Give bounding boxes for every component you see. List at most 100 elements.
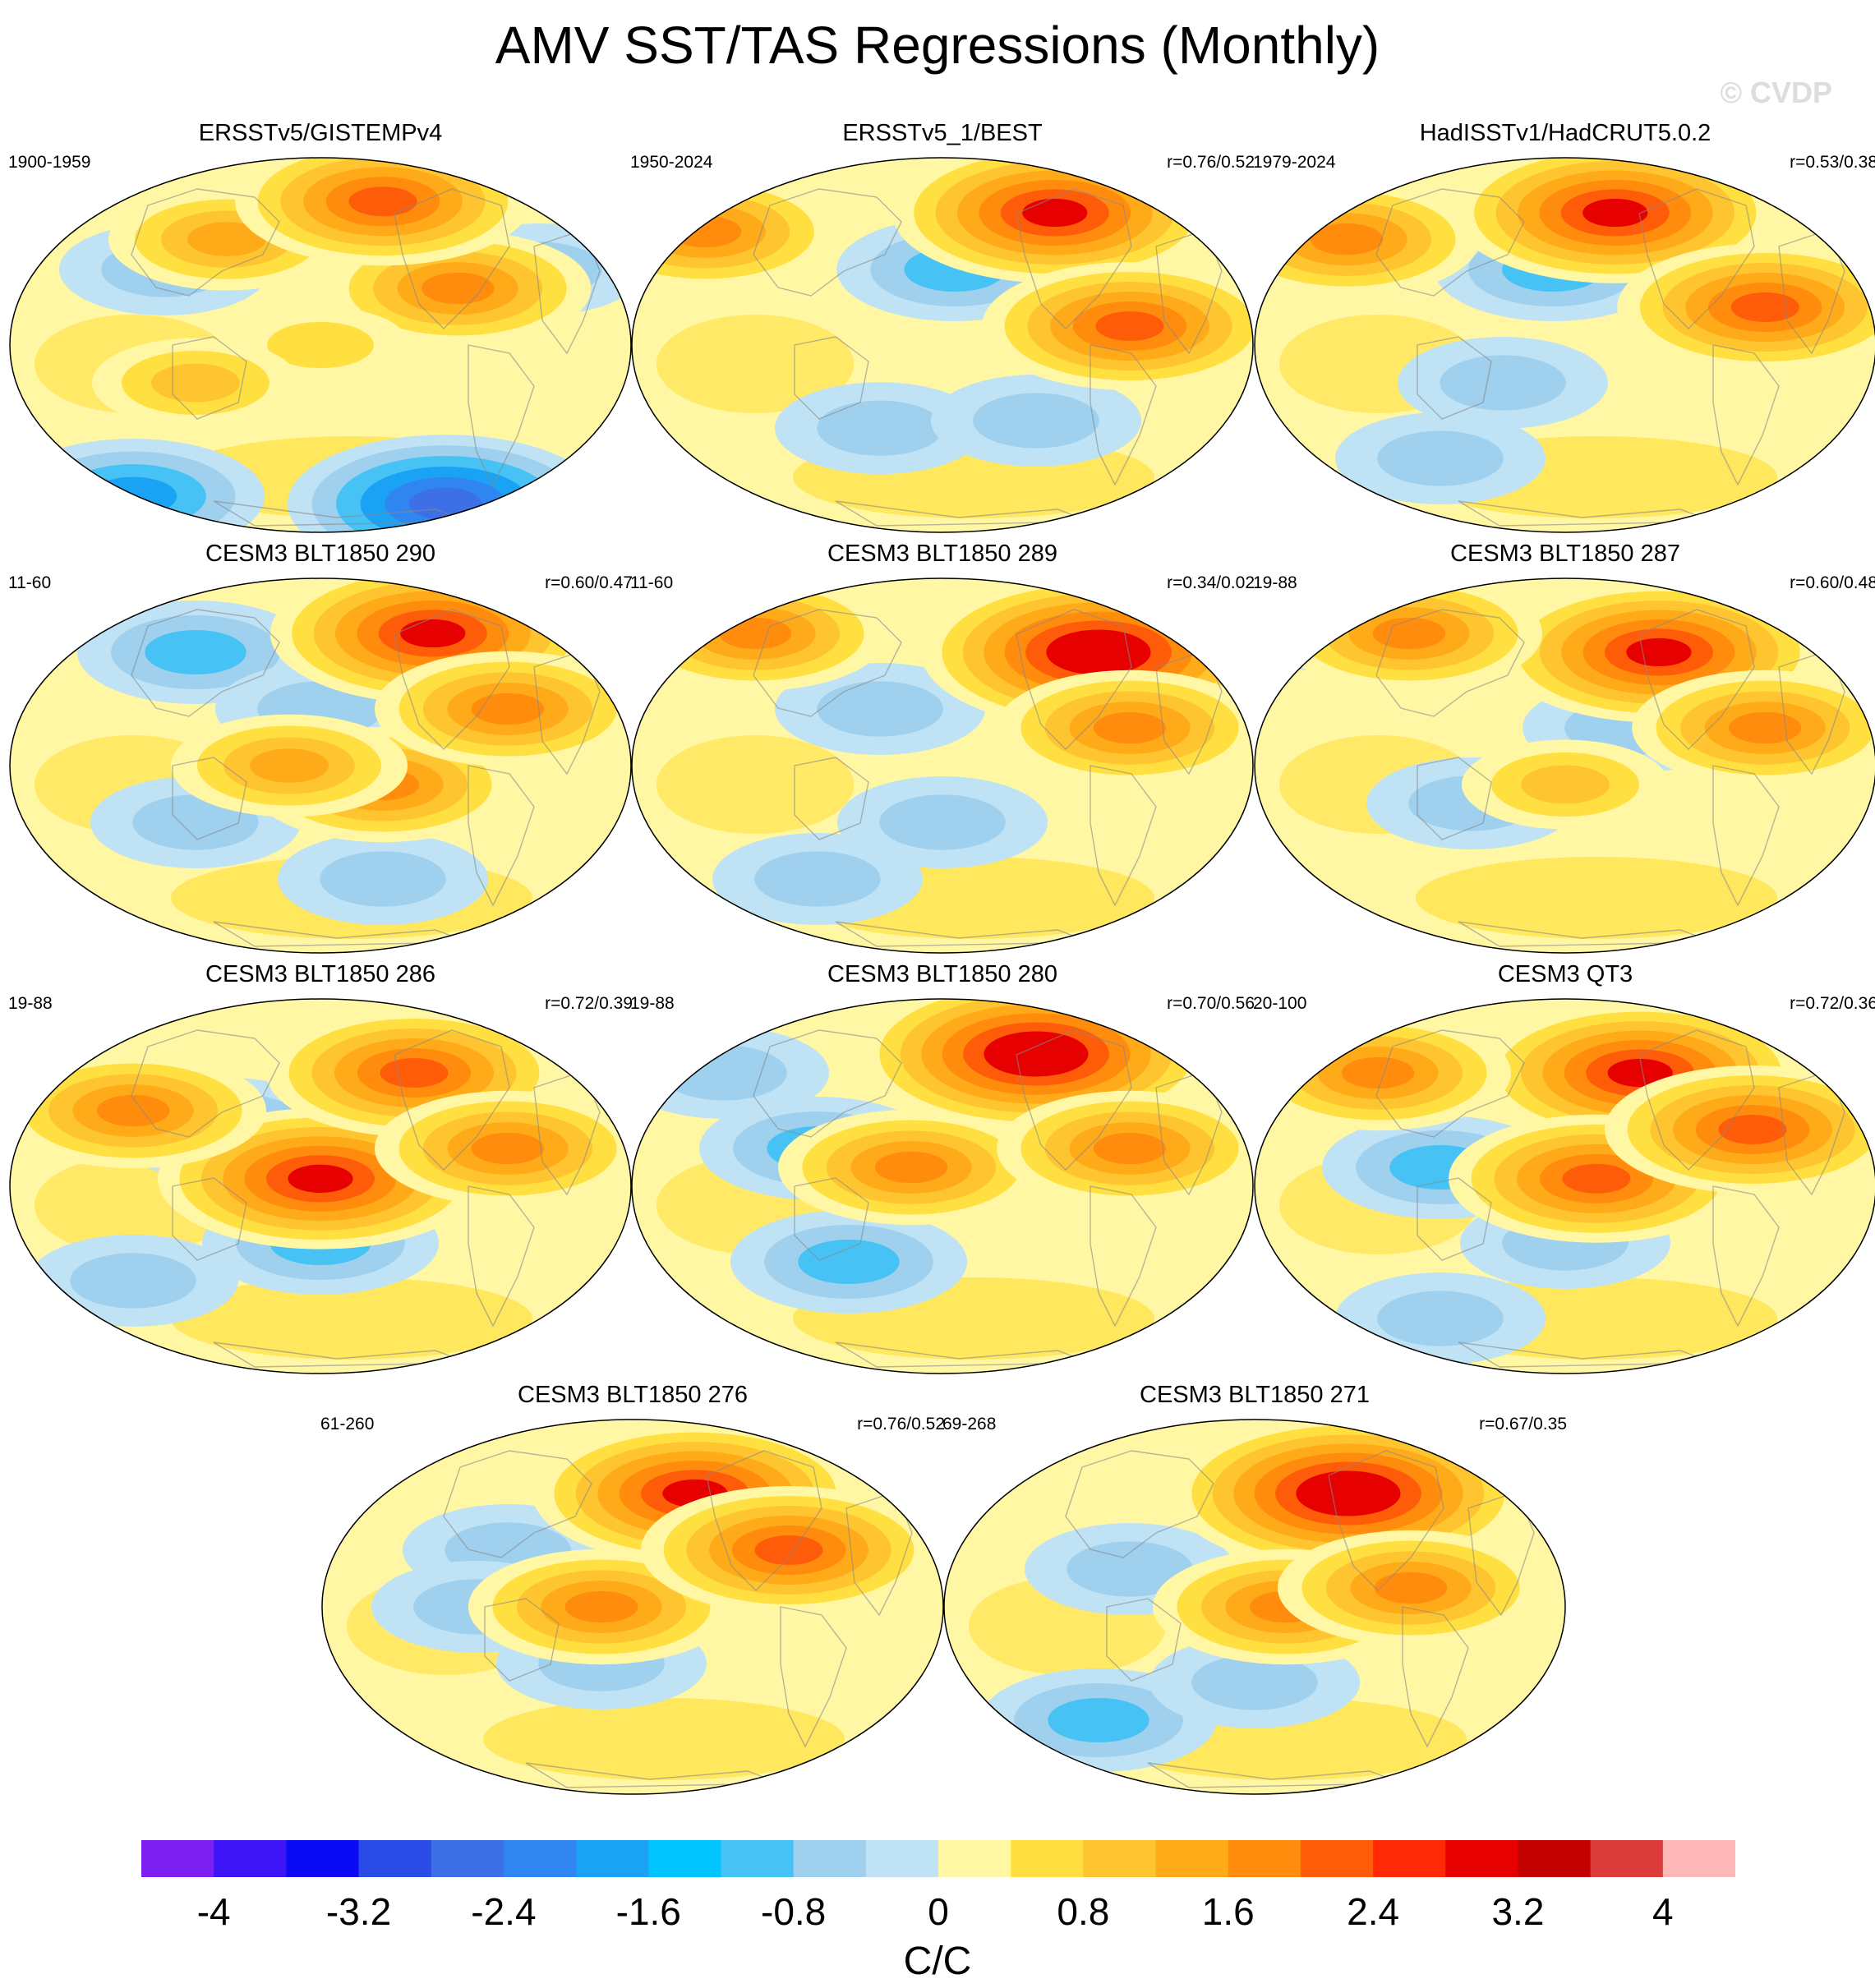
cool-anomaly <box>1440 355 1566 411</box>
coastline <box>1417 336 1492 420</box>
colorbar-segment <box>1662 1840 1735 1877</box>
warm-anomaly <box>1093 1132 1167 1165</box>
map-panel: HadISSTv1/HadCRUT5.0.2 1979-2024 r=0.53/… <box>1253 120 1875 533</box>
cool-anomaly <box>408 487 482 520</box>
coastline <box>1712 765 1780 907</box>
colorbar-tick-label: -4 <box>197 1890 231 1933</box>
colorbar-tick-label: -1.6 <box>616 1890 681 1933</box>
warm-anomaly <box>288 1164 353 1193</box>
warm-anomaly <box>267 321 374 369</box>
regression-map <box>9 578 632 954</box>
warm-anomaly <box>1607 1058 1673 1088</box>
coastline <box>172 336 247 420</box>
regression-map <box>1254 998 1875 1374</box>
warm-anomaly <box>1730 292 1799 322</box>
map-border <box>631 157 1254 533</box>
colorbar-segment <box>865 1840 939 1877</box>
map-panel: CESM3 BLT1850 287 19-88 r=0.60/0.48 <box>1253 541 1875 954</box>
coastline <box>1638 188 1755 329</box>
panel-correlation: r=0.76/0.52 <box>857 1415 945 1433</box>
colorbar-segment <box>1011 1840 1084 1877</box>
coastline <box>1638 1029 1755 1171</box>
warm-anomaly <box>1718 1115 1787 1144</box>
regression-map <box>1254 578 1875 954</box>
map-panel: CESM3 BLT1850 276 61-260 r=0.76/0.52 <box>320 1382 945 1795</box>
coastline <box>1638 609 1755 750</box>
coastline <box>468 765 535 907</box>
colorbar-tick-label: 0.8 <box>1057 1890 1109 1933</box>
colorbar-tick-label: 2.4 <box>1347 1890 1399 1933</box>
warm-anomaly <box>1374 1572 1448 1604</box>
warm-anomaly <box>1521 765 1610 804</box>
panel-period: 1979-2024 <box>1253 153 1336 172</box>
colorbar-segment <box>1228 1840 1301 1877</box>
cool-anomaly <box>320 851 446 907</box>
coastline <box>794 1177 869 1261</box>
cool-anomaly <box>145 630 246 674</box>
warm-anomaly <box>1022 198 1088 228</box>
map-panel: CESM3 BLT1850 290 11-60 r=0.60/0.47 <box>8 541 633 954</box>
panel-period: 19-88 <box>1253 573 1297 592</box>
coastline <box>1417 757 1492 840</box>
warm-anomaly <box>984 1031 1089 1077</box>
panel-correlation: r=0.72/0.36 <box>1790 994 1875 1013</box>
map-panel: CESM3 BLT1850 271 69-268 r=0.67/0.35 <box>942 1382 1567 1795</box>
coastline <box>1016 609 1132 750</box>
regression-map <box>631 998 1254 1374</box>
coastline <box>131 1029 280 1138</box>
coastline <box>753 609 902 717</box>
panel-correlation: r=0.67/0.35 <box>1479 1415 1567 1433</box>
map-border <box>1254 157 1875 533</box>
warm-anomaly <box>151 363 240 403</box>
panel-period: 20-100 <box>1253 994 1307 1013</box>
panel-period: 11-60 <box>630 573 674 592</box>
panel-title: CESM3 QT3 <box>1497 961 1633 987</box>
coastline <box>1090 1185 1157 1328</box>
colorbar-segment <box>1518 1840 1592 1877</box>
panel-title: CESM3 BLT1850 286 <box>205 961 435 987</box>
coastline <box>1090 344 1157 486</box>
map-border <box>9 157 632 533</box>
colorbar-segment <box>141 1840 214 1877</box>
regression-map <box>321 1419 944 1795</box>
warm-anomaly <box>754 1535 823 1565</box>
warm-anomaly <box>564 1590 638 1623</box>
map-panel: CESM3 BLT1850 280 19-88 r=0.70/0.56 <box>630 961 1255 1374</box>
coastline <box>794 336 869 420</box>
coastline <box>753 1029 902 1138</box>
warm-anomaly <box>422 272 495 305</box>
cool-anomaly <box>973 393 1099 449</box>
warm-anomaly <box>187 222 266 256</box>
panel-title: CESM3 BLT1850 280 <box>827 961 1057 987</box>
coastline <box>1016 188 1132 329</box>
colorbar-segment <box>286 1840 360 1877</box>
coastline <box>1402 1606 1469 1748</box>
warm-anomaly <box>1626 637 1692 667</box>
coastline <box>484 1598 560 1682</box>
panel-period: 11-60 <box>8 573 52 592</box>
colorbar-segment <box>721 1840 795 1877</box>
colorbar-segment <box>938 1840 1011 1877</box>
warm-anomaly <box>1093 711 1167 744</box>
colorbar-segment <box>503 1840 577 1877</box>
coastline <box>1328 1450 1444 1591</box>
colorbar-tick-label: 0 <box>928 1890 949 1933</box>
panel-correlation: r=0.34/0.02 <box>1167 573 1255 592</box>
coastline <box>794 757 869 840</box>
cool-anomaly <box>60 464 206 528</box>
regression-map <box>943 1419 1566 1795</box>
panel-period: 61-260 <box>320 1415 375 1433</box>
coastline <box>780 1606 847 1748</box>
map-panel: CESM3 BLT1850 289 11-60 r=0.34/0.02 <box>630 541 1255 954</box>
panel-correlation: r=0.53/0.38 <box>1790 153 1875 172</box>
panel-title: CESM3 BLT1850 289 <box>827 541 1057 567</box>
cool-anomaly <box>817 681 943 737</box>
copyright-watermark: © CVDP <box>1720 76 1832 109</box>
coastline <box>394 188 510 329</box>
map-border <box>631 998 1254 1374</box>
cool-anomaly <box>879 794 1006 850</box>
map-panel: ERSSTv5_1/BEST 1950-2024 r=0.76/0.52 <box>630 120 1255 533</box>
colorbar-segment <box>793 1840 867 1877</box>
colorbar-tick-label: 3.2 <box>1491 1890 1544 1933</box>
warm-anomaly <box>1729 711 1802 744</box>
